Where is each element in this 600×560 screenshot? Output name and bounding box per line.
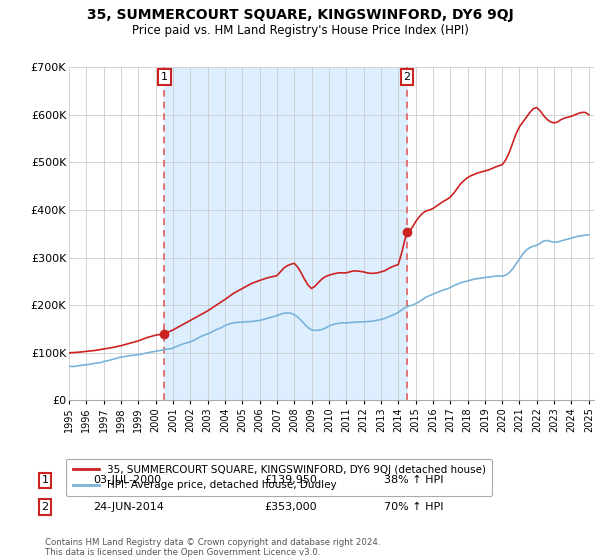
Text: Contains HM Land Registry data © Crown copyright and database right 2024.
This d: Contains HM Land Registry data © Crown c… bbox=[45, 538, 380, 557]
Text: 2: 2 bbox=[403, 72, 410, 82]
Text: 35, SUMMERCOURT SQUARE, KINGSWINFORD, DY6 9QJ: 35, SUMMERCOURT SQUARE, KINGSWINFORD, DY… bbox=[86, 8, 514, 22]
Bar bbox=[164, 67, 407, 400]
Text: £139,950: £139,950 bbox=[264, 475, 317, 486]
Text: 1: 1 bbox=[161, 72, 168, 82]
Text: 24-JUN-2014: 24-JUN-2014 bbox=[93, 502, 164, 512]
Legend: 35, SUMMERCOURT SQUARE, KINGSWINFORD, DY6 9QJ (detached house), HPI: Average pri: 35, SUMMERCOURT SQUARE, KINGSWINFORD, DY… bbox=[67, 459, 492, 496]
Text: 38% ↑ HPI: 38% ↑ HPI bbox=[384, 475, 443, 486]
Text: £353,000: £353,000 bbox=[264, 502, 317, 512]
Text: Price paid vs. HM Land Registry's House Price Index (HPI): Price paid vs. HM Land Registry's House … bbox=[131, 24, 469, 36]
Text: 03-JUL-2000: 03-JUL-2000 bbox=[93, 475, 161, 486]
Text: 70% ↑ HPI: 70% ↑ HPI bbox=[384, 502, 443, 512]
Text: 2: 2 bbox=[41, 502, 49, 512]
Text: 1: 1 bbox=[41, 475, 49, 486]
